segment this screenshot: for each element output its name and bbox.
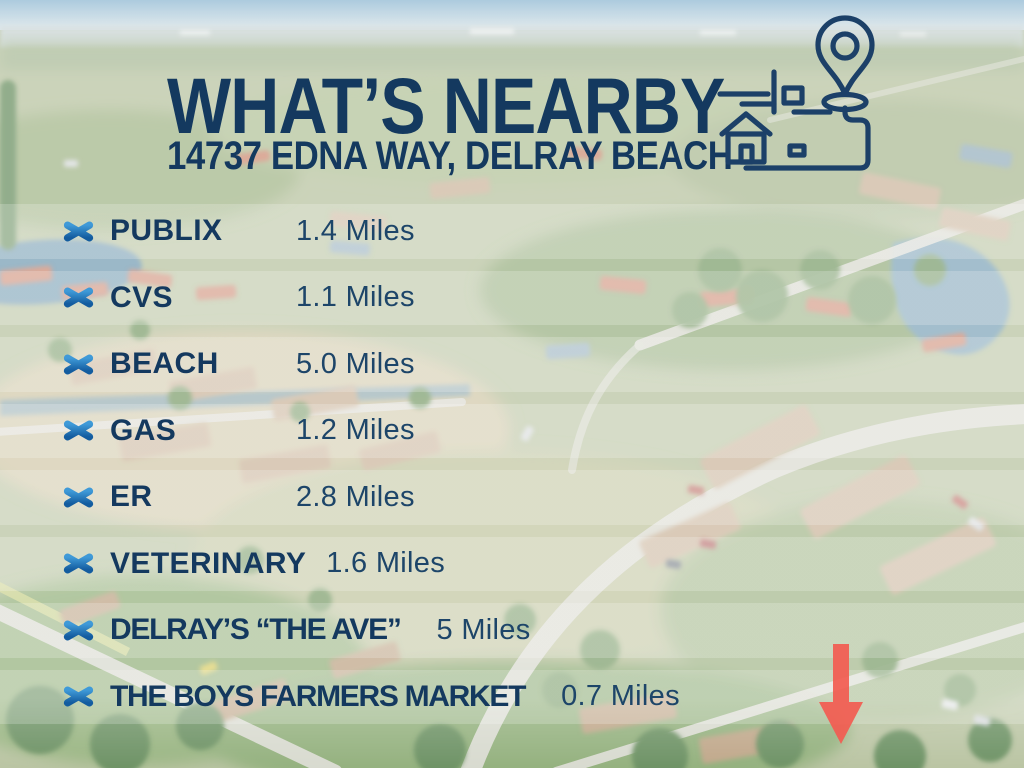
address-subtitle: 14737 EDNA WAY, DELRAY BEACH (167, 134, 733, 178)
page-title: WHAT’S NEARBY (167, 61, 725, 150)
distance-value: 5 Miles (436, 613, 531, 646)
nearby-row: DELRAY’S “THE AVE” 5 Miles (0, 597, 1024, 664)
asterisk-bullet-icon (62, 281, 95, 315)
nearby-row: CVS 1.1 Miles (0, 264, 1024, 331)
place-label: CVS (110, 280, 173, 314)
nearby-row: GAS 1.2 Miles (0, 397, 1024, 464)
asterisk-bullet-icon (62, 214, 95, 248)
distance-value: 1.4 Miles (296, 214, 415, 247)
distance-value: 5.0 Miles (296, 347, 415, 380)
place-label: ER (110, 480, 153, 514)
property-location-arrow-icon (819, 644, 863, 744)
place-label: PUBLIX (110, 214, 223, 248)
distance-value: 0.7 Miles (561, 680, 680, 713)
nearby-row: PUBLIX 1.4 Miles (0, 198, 1024, 265)
place-label: BEACH (110, 347, 219, 381)
place-label: GAS (110, 413, 177, 447)
asterisk-bullet-icon (62, 680, 95, 714)
nearby-row: THE BOYS FARMERS MARKET 0.7 Miles (0, 663, 1024, 730)
distance-value: 1.1 Miles (296, 281, 415, 314)
distance-value: 1.2 Miles (296, 414, 415, 447)
asterisk-bullet-icon (62, 613, 95, 647)
place-label: VETERINARY (110, 546, 307, 580)
place-label: THE BOYS FARMERS MARKET (110, 679, 526, 713)
nearby-row: ER 2.8 Miles (0, 464, 1024, 531)
asterisk-bullet-icon (62, 547, 95, 581)
nearby-row: VETERINARY 1.6 Miles (0, 530, 1024, 597)
map-route-icon (717, 15, 875, 171)
distance-value: 1.6 Miles (326, 547, 445, 580)
nearby-list: PUBLIX 1.4 Miles CVS 1.1 Miles (0, 198, 1024, 730)
place-label: DELRAY’S “THE AVE” (110, 613, 402, 647)
asterisk-bullet-icon (62, 480, 95, 514)
asterisk-bullet-icon (62, 347, 95, 381)
asterisk-bullet-icon (62, 414, 95, 448)
distance-value: 2.8 Miles (296, 480, 415, 513)
nearby-row: BEACH 5.0 Miles (0, 331, 1024, 398)
